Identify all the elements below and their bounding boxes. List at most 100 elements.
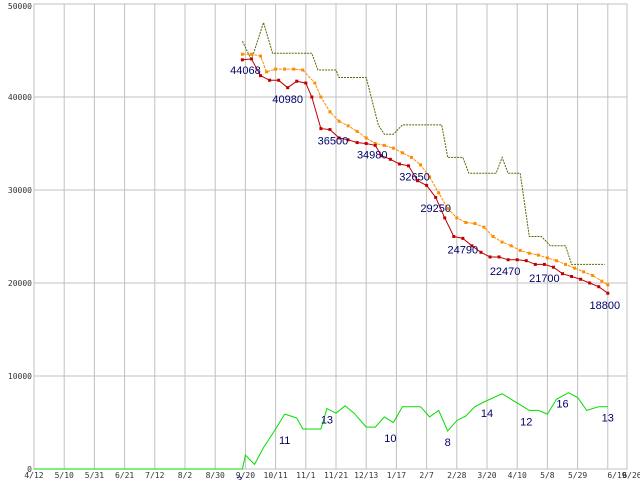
price-data-label: 22470 xyxy=(490,266,521,278)
series-average-point xyxy=(545,256,549,260)
series-price-point xyxy=(434,195,438,199)
y-tick-label: 20000 xyxy=(8,279,32,288)
series-average-point xyxy=(473,221,477,225)
x-tick-label: 4/12 xyxy=(24,471,43,480)
series-price-point xyxy=(506,258,510,262)
series-price-point xyxy=(373,143,377,147)
grid-lines xyxy=(33,3,628,470)
data-labels: 44068 40980 36500 34980 32650 29250 24790 22470… xyxy=(230,65,620,480)
series-average-point xyxy=(355,129,359,133)
series-price-point xyxy=(240,58,244,62)
series-price-point xyxy=(452,235,456,238)
series-price-point xyxy=(497,255,501,259)
count-data-label: 8 xyxy=(445,437,451,449)
series-average-point xyxy=(509,244,513,248)
x-tick-label: 2/7 xyxy=(419,471,434,480)
count-data-label: 13 xyxy=(321,415,333,427)
price-data-label: 40980 xyxy=(272,94,303,106)
series-price-point xyxy=(388,157,392,161)
count-data-label: 3 xyxy=(236,475,242,480)
series-average-point xyxy=(437,191,441,195)
series-price-point xyxy=(406,164,410,168)
price-data-label: 44068 xyxy=(230,65,261,77)
x-tick-label: 8/30 xyxy=(206,471,225,480)
series-price-point xyxy=(337,136,341,140)
series-price-point xyxy=(479,250,483,254)
series-average-point xyxy=(564,262,568,266)
series-price-point xyxy=(355,141,359,145)
x-tick-label: 6/26 xyxy=(622,471,640,480)
series-price-point xyxy=(304,81,308,85)
series-lines xyxy=(34,20,610,470)
series-average-point xyxy=(337,119,341,123)
series-price-point xyxy=(588,281,592,285)
series-high-line xyxy=(241,20,605,265)
x-tick-label: 6/19 xyxy=(607,471,626,480)
y-axis-ticks: 0 10000 20000 30000 40000 50000 xyxy=(8,2,32,474)
price-data-label: 18800 xyxy=(589,300,620,312)
series-price-point xyxy=(249,57,253,61)
series-price-point xyxy=(310,95,314,99)
x-tick-label: 4/10 xyxy=(508,471,527,480)
series-average-point xyxy=(292,67,296,71)
x-tick-label: 5/10 xyxy=(55,471,74,480)
series-average-line xyxy=(242,53,609,286)
series-average-point xyxy=(554,259,558,263)
count-data-label: 13 xyxy=(602,413,614,425)
price-data-label: 21700 xyxy=(529,273,560,285)
x-tick-label: 2/28 xyxy=(447,471,466,480)
series-price-line xyxy=(242,58,609,294)
series-average-point xyxy=(600,279,604,283)
series-average-point xyxy=(301,68,305,72)
series-price-point xyxy=(470,244,474,248)
series-price-point xyxy=(346,138,350,142)
y-tick-label: 0 xyxy=(27,465,32,474)
series-average-point xyxy=(373,142,377,145)
series-price-point xyxy=(524,259,528,263)
series-price-point xyxy=(268,78,272,82)
x-tick-label: 11/21 xyxy=(324,471,348,480)
series-price-point xyxy=(277,78,281,82)
price-data-label: 29250 xyxy=(420,203,451,215)
y-tick-label: 50000 xyxy=(8,2,32,11)
series-price-point xyxy=(533,262,537,266)
series-price-point xyxy=(579,277,583,281)
series-average-point xyxy=(382,143,386,147)
series-price-point xyxy=(295,79,299,83)
y-tick-label: 40000 xyxy=(8,93,32,102)
price-data-label: 34980 xyxy=(357,150,388,162)
x-tick-label: 9/20 xyxy=(236,471,255,480)
count-data-label: 12 xyxy=(520,416,532,428)
series-average-point xyxy=(606,283,610,287)
series-average-point xyxy=(464,221,468,225)
series-average-point xyxy=(274,67,278,71)
series-average-point xyxy=(428,175,432,179)
series-average-point xyxy=(410,155,413,159)
series-average-point xyxy=(582,270,586,274)
series-average-point xyxy=(391,146,395,150)
series-average-point xyxy=(249,52,253,56)
series-price-point xyxy=(597,285,601,289)
x-tick-label: 7/12 xyxy=(145,471,164,480)
x-axis-ticks: 4/12 5/10 5/31 6/21 7/12 8/2 8/30 9/20 10/11 11/1… xyxy=(24,471,640,480)
series-average-point xyxy=(400,151,404,155)
series-average-point xyxy=(240,52,244,56)
series-average-point xyxy=(259,54,262,58)
count-data-label: 14 xyxy=(481,408,493,420)
x-tick-label: 11/1 xyxy=(296,471,315,480)
series-price-point xyxy=(461,236,465,240)
price-data-label: 24790 xyxy=(448,244,479,256)
series-average-point xyxy=(446,207,450,211)
series-price-point xyxy=(515,258,519,262)
x-tick-label: 12/13 xyxy=(354,471,378,480)
series-average-point xyxy=(536,253,540,257)
series-price-point xyxy=(259,74,262,78)
price-data-label: 32650 xyxy=(399,171,430,183)
series-price-point xyxy=(379,154,383,158)
y-tick-label: 30000 xyxy=(8,186,32,195)
series-price-point xyxy=(416,179,420,183)
x-tick-label: 3/20 xyxy=(477,471,496,480)
series-price-point xyxy=(364,142,368,145)
x-tick-label: 6/21 xyxy=(115,471,134,480)
series-price-point xyxy=(425,183,429,187)
